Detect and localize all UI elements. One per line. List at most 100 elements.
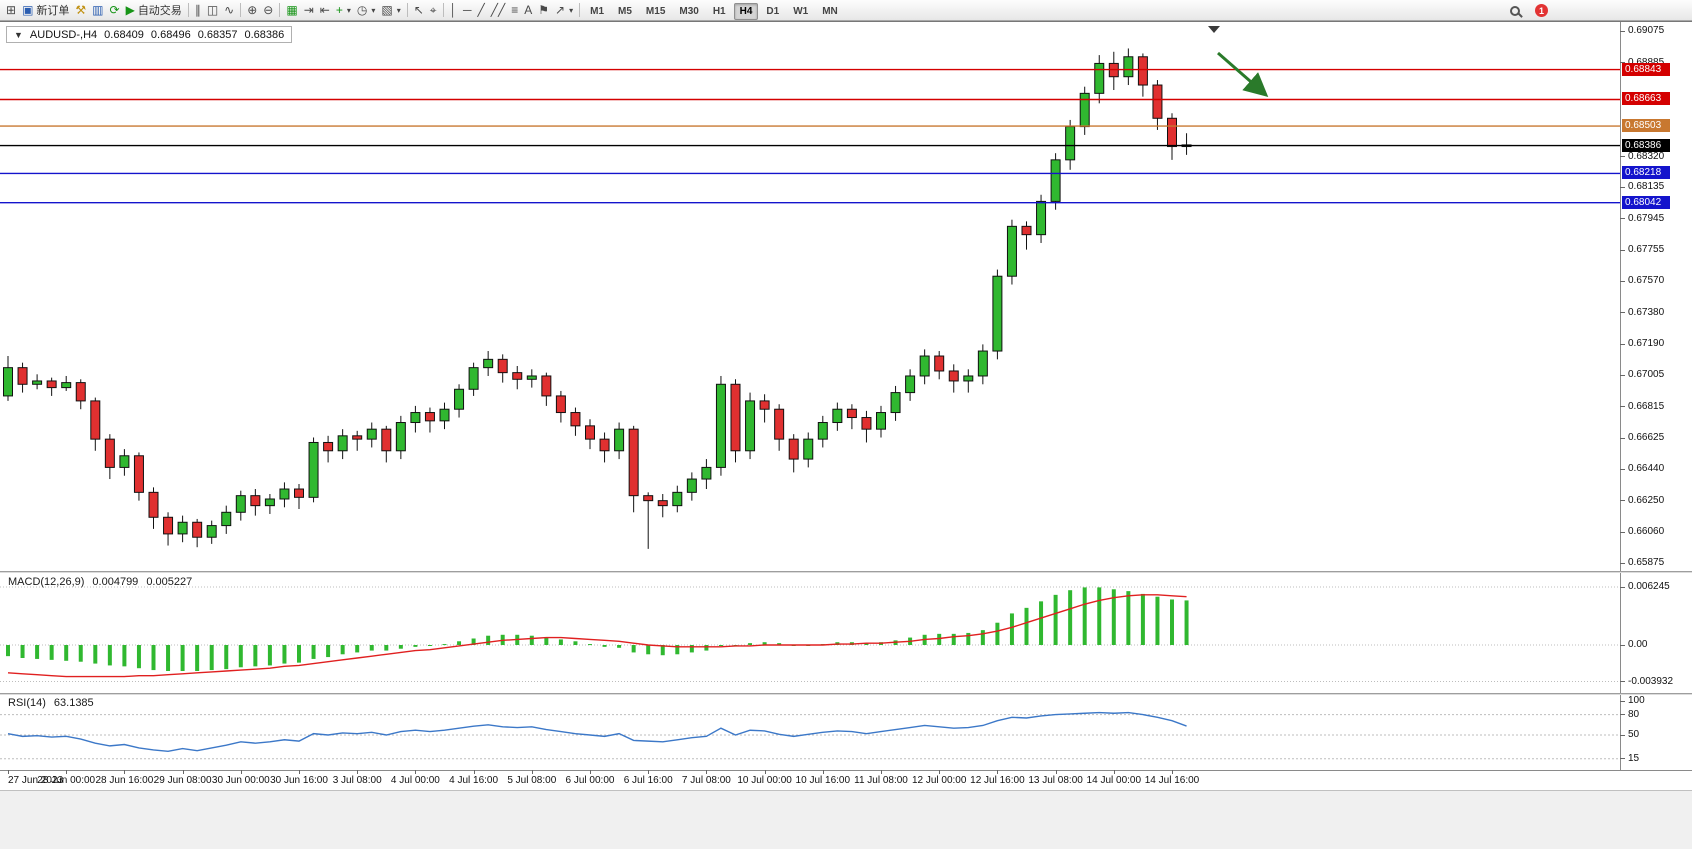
label-tool-button[interactable]: ⚑ [535,2,552,19]
tile-windows-button[interactable]: ▦ [283,2,300,19]
one-click-trading-icon[interactable]: ▼ [14,29,23,40]
candlestick-mode-button[interactable]: ◫ [204,2,221,19]
macd-bar [1009,613,1014,645]
time-axis-label: 27 Jun 2023 [8,775,64,786]
candle-body [832,408,843,424]
time-axis-label: 30 Jun 16:00 [270,775,328,786]
timeframe-M5[interactable]: M5 [618,6,632,17]
bar-chart-mode-button[interactable]: ∥ [192,2,204,19]
candle-body [1079,92,1090,128]
timeframe-H4[interactable]: H4 [733,3,759,20]
vertical-line-tool-button[interactable]: │ [447,2,461,19]
macd-bar [471,638,476,645]
chart-shift-marker[interactable] [1208,26,1220,33]
price-tag[interactable]: 0.68042 [1622,195,1670,209]
candles-series [3,48,1192,549]
macd-main-value: 0.004799 [92,576,139,588]
channel-tool-button[interactable]: ╱╱ [488,2,508,19]
cursor-tool-button[interactable]: ↖ [411,2,427,19]
refresh-icon: ⟳ [109,3,120,17]
chart-window: ▼ AUDUSD-,H4 0.68409 0.68496 0.68357 0.6… [0,21,1692,790]
arrows-tool-button[interactable]: ↗ ▾ [552,2,576,19]
rsi-axis-label: 100 [1628,695,1645,706]
timeframe-M30[interactable]: M30 [679,6,699,17]
macd-bar [384,645,389,651]
chart-shift-button[interactable]: ⇤ [317,2,333,19]
zoom-in-icon: ⊕ [247,3,258,17]
macd-bar [1111,589,1116,645]
main-price-chart[interactable] [0,23,1620,571]
price-tag[interactable]: 0.68843 [1622,62,1670,76]
trendline-tool-button[interactable]: ╱ [475,2,488,19]
macd-bar [558,639,563,645]
price-axis-label: 0.68135 [1628,181,1665,193]
label-flag-icon: ⚑ [538,3,550,17]
timeframe-M15[interactable]: M15 [645,6,666,17]
time-axis-label: 3 Jul 08:00 [332,775,382,786]
timeframe-H1[interactable]: H1 [712,6,726,17]
refresh-button[interactable]: ⟳ [107,2,123,19]
time-axis-label: 28 Jun 16:00 [95,775,154,786]
timeframe-M1[interactable]: M1 [590,6,605,17]
templates-button[interactable]: ▧ ▾ [378,2,403,19]
search-icon[interactable] [1510,5,1520,16]
time-axis-label: 10 Jul 00:00 [737,775,792,786]
price-axis-tick [1620,562,1625,564]
new-order-button[interactable]: ▣ 新订单 [19,2,72,19]
indicators-button[interactable]: + ▾ [333,2,354,19]
macd-bar [864,643,869,645]
timeframe-D1[interactable]: D1 [766,6,780,17]
zoom-out-button[interactable]: ⊖ [260,2,276,19]
horizontal-line-tool-button[interactable]: ─ [460,2,475,19]
price-axis-label: 0.67380 [1628,306,1665,318]
price-tag[interactable]: 0.68503 [1622,119,1670,133]
periods-button[interactable]: ◷ ▾ [354,2,379,19]
timeframe-MN[interactable]: MN [822,6,838,17]
price-tag[interactable]: 0.68386 [1622,138,1670,152]
pane-separator[interactable] [0,693,1692,695]
metaeditor-button[interactable]: ⚒ [72,2,89,19]
green-arrow-annotation[interactable] [1217,51,1269,97]
timeframe-W1[interactable]: W1 [793,6,809,17]
text-tool-button[interactable]: A [521,2,535,19]
fibonacci-tool-button[interactable]: ≡ [508,2,521,19]
time-axis-label: 4 Jul 00:00 [390,775,440,786]
line-chart-mode-button[interactable]: ∿ [221,2,237,19]
candle-body [1065,126,1076,161]
price-tag[interactable]: 0.68218 [1622,166,1670,180]
profiles-button[interactable]: ▥ [89,2,106,19]
candle-body [90,400,101,440]
macd-bar [937,633,942,645]
macd-bar [209,645,214,671]
crosshair-tool-button[interactable]: ⌖ [427,2,440,19]
macd-bar [136,645,141,669]
new-chart-button[interactable]: ⊞ [3,2,19,19]
price-axis-tick [1620,280,1625,282]
candle-body [512,372,523,380]
pane-separator[interactable] [0,571,1692,573]
candle-body [119,455,130,468]
auto-scroll-button[interactable]: ⇥ [301,2,317,19]
zoom-in-button[interactable]: ⊕ [244,2,260,19]
time-axis-tick [1172,770,1173,774]
auto-trading-button[interactable]: ▶ 自动交易 [123,2,185,19]
ohlc-high: 0.68496 [150,28,191,41]
candlestick-icon: ◫ [206,3,219,17]
rsi-pane[interactable] [0,695,1620,770]
chart-title-box[interactable]: ▼ AUDUSD-,H4 0.68409 0.68496 0.68357 0.6… [6,26,293,43]
timeframe-group: M1 M5 M15 M30 H1 H4 D1 W1 MN [583,1,845,20]
macd-histogram [6,587,1189,672]
toolbar-separator [579,3,581,17]
candle-body [1123,56,1134,78]
macd-bar [151,645,156,671]
candle-body [555,395,566,414]
tile-windows-icon: ▦ [286,3,298,17]
horizontal-line-icon: ─ [463,3,472,17]
macd-pane[interactable] [0,573,1620,693]
candle-body [308,441,319,498]
notification-badge[interactable]: 1 [1535,4,1548,17]
price-axis-tick [1620,156,1625,158]
price-tag[interactable]: 0.68663 [1622,92,1670,106]
metaeditor-icon: ⚒ [75,3,87,17]
horizontal-line-objects[interactable] [0,68,1620,204]
